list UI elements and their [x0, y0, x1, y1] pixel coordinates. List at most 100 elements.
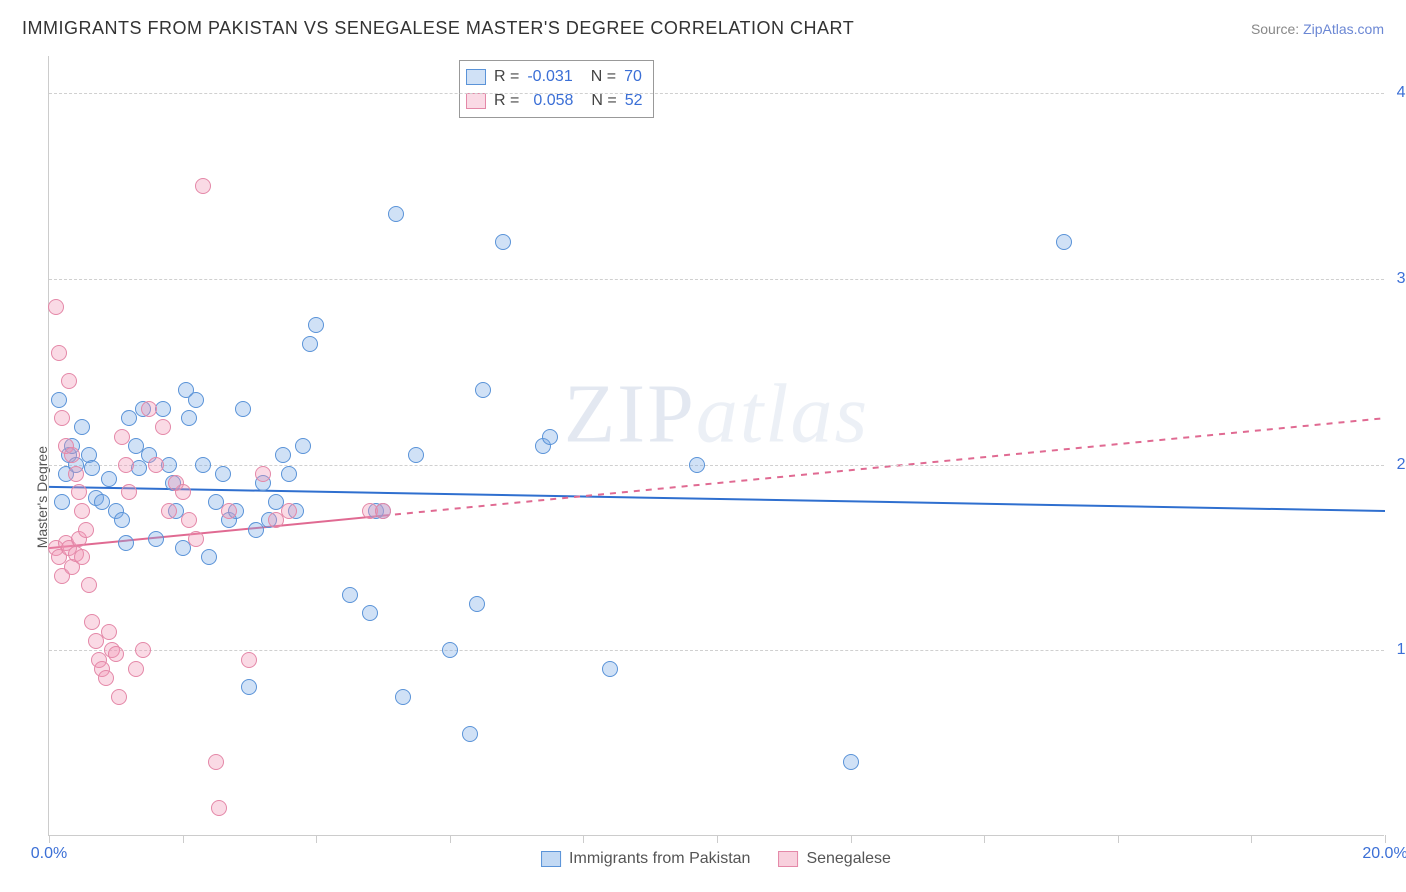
point-pakistan: [201, 549, 217, 565]
x-tick: [183, 835, 184, 843]
point-pakistan: [469, 596, 485, 612]
source-label: Source: ZipAtlas.com: [1251, 21, 1384, 37]
point-pakistan: [215, 466, 231, 482]
point-pakistan: [442, 642, 458, 658]
x-tick: [583, 835, 584, 843]
point-senegalese: [241, 652, 257, 668]
point-pakistan: [74, 419, 90, 435]
point-senegalese: [71, 484, 87, 500]
x-tick: [49, 835, 50, 843]
x-tick: [450, 835, 451, 843]
trend-line: [49, 516, 383, 549]
chart-area: Master's Degree ZIPatlas R = -0.031 N = …: [48, 56, 1384, 836]
point-senegalese: [111, 689, 127, 705]
point-senegalese: [98, 670, 114, 686]
point-pakistan: [54, 494, 70, 510]
point-pakistan: [195, 457, 211, 473]
x-tick: [1251, 835, 1252, 843]
point-pakistan: [342, 587, 358, 603]
y-tick-label: 40.0%: [1388, 84, 1406, 102]
trend-line: [383, 418, 1385, 515]
point-senegalese: [195, 178, 211, 194]
watermark: ZIPatlas: [564, 366, 869, 463]
point-pakistan: [495, 234, 511, 250]
point-pakistan: [302, 336, 318, 352]
point-senegalese: [54, 410, 70, 426]
point-senegalese: [221, 503, 237, 519]
x-tick: [717, 835, 718, 843]
point-senegalese: [61, 373, 77, 389]
chart-title: IMMIGRANTS FROM PAKISTAN VS SENEGALESE M…: [22, 18, 854, 39]
legend-label-senegalese: Senegalese: [806, 850, 891, 868]
point-senegalese: [208, 754, 224, 770]
x-tick-label: 20.0%: [1362, 845, 1406, 863]
trend-lines: [49, 56, 1385, 836]
point-pakistan: [308, 317, 324, 333]
point-senegalese: [51, 345, 67, 361]
x-tick: [1385, 835, 1386, 843]
point-pakistan: [114, 512, 130, 528]
point-pakistan: [84, 460, 100, 476]
point-pakistan: [362, 605, 378, 621]
point-pakistan: [542, 429, 558, 445]
point-senegalese: [155, 419, 171, 435]
point-pakistan: [188, 392, 204, 408]
point-pakistan: [181, 410, 197, 426]
stats-row-pakistan: R = -0.031 N = 70: [466, 65, 643, 89]
source-prefix: Source:: [1251, 21, 1303, 37]
swatch-senegalese: [466, 93, 486, 109]
x-tick: [1118, 835, 1119, 843]
point-senegalese: [161, 503, 177, 519]
r-value-pakistan: -0.031: [527, 68, 572, 86]
n-value-senegalese: 52: [625, 92, 643, 110]
source-link[interactable]: ZipAtlas.com: [1303, 21, 1384, 37]
point-senegalese: [81, 577, 97, 593]
trend-line: [49, 487, 1385, 511]
bottom-legend: Immigrants from Pakistan Senegalese: [541, 850, 891, 868]
point-pakistan: [235, 401, 251, 417]
point-pakistan: [275, 447, 291, 463]
point-pakistan: [475, 382, 491, 398]
legend-item-senegalese: Senegalese: [778, 850, 891, 868]
point-senegalese: [78, 522, 94, 538]
point-senegalese: [68, 466, 84, 482]
x-tick-label: 0.0%: [31, 845, 67, 863]
gridline-h: [49, 465, 1384, 466]
point-senegalese: [255, 466, 271, 482]
point-senegalese: [74, 503, 90, 519]
plot-region: ZIPatlas R = -0.031 N = 70 R = 0.058 N =…: [48, 56, 1384, 836]
point-senegalese: [74, 549, 90, 565]
y-tick-label: 10.0%: [1388, 641, 1406, 659]
point-pakistan: [462, 726, 478, 742]
point-senegalese: [148, 457, 164, 473]
point-pakistan: [148, 531, 164, 547]
legend-swatch-senegalese: [778, 851, 798, 867]
stats-legend-box: R = -0.031 N = 70 R = 0.058 N = 52: [459, 60, 654, 118]
point-senegalese: [118, 457, 134, 473]
point-senegalese: [141, 401, 157, 417]
gridline-h: [49, 279, 1384, 280]
point-senegalese: [211, 800, 227, 816]
point-senegalese: [175, 484, 191, 500]
n-value-pakistan: 70: [624, 68, 642, 86]
x-tick: [984, 835, 985, 843]
point-senegalese: [64, 447, 80, 463]
point-pakistan: [51, 392, 67, 408]
point-pakistan: [395, 689, 411, 705]
point-senegalese: [281, 503, 297, 519]
point-pakistan: [295, 438, 311, 454]
n-label: N =: [591, 68, 616, 86]
r-label: R =: [494, 68, 519, 86]
legend-item-pakistan: Immigrants from Pakistan: [541, 850, 750, 868]
point-senegalese: [101, 624, 117, 640]
point-senegalese: [135, 642, 151, 658]
n-label: N =: [591, 92, 616, 110]
point-senegalese: [114, 429, 130, 445]
point-senegalese: [84, 614, 100, 630]
y-tick-label: 30.0%: [1388, 270, 1406, 288]
r-value-senegalese: 0.058: [533, 92, 573, 110]
point-pakistan: [388, 206, 404, 222]
point-pakistan: [241, 679, 257, 695]
point-pakistan: [281, 466, 297, 482]
point-senegalese: [181, 512, 197, 528]
